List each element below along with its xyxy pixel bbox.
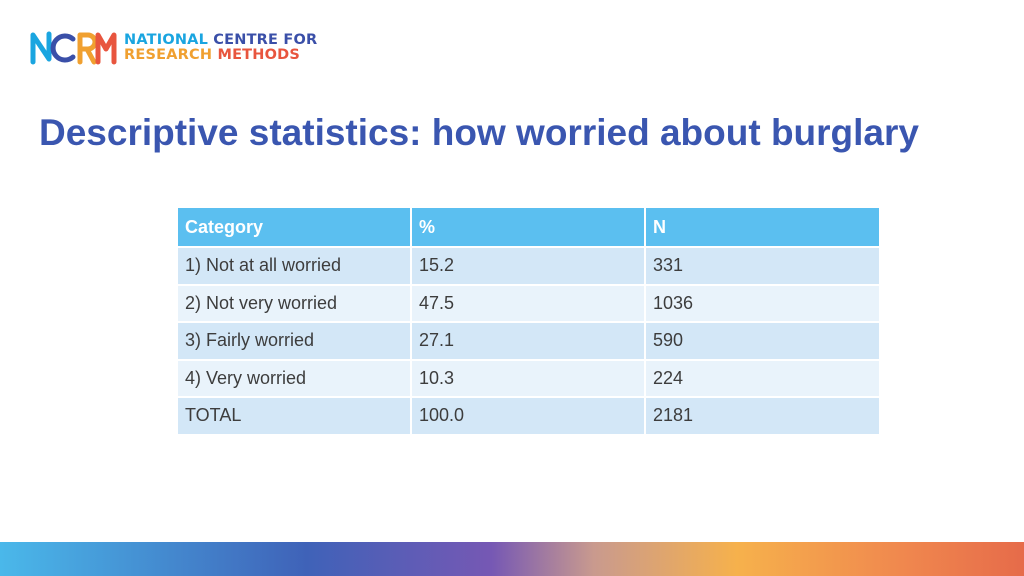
ncrm-logo-text: NATIONAL CENTRE FOR RESEARCH METHODS bbox=[124, 33, 317, 63]
logo-word-research: RESEARCH bbox=[124, 47, 213, 63]
cell-n: 1036 bbox=[644, 283, 881, 323]
ncrm-logo-mark-graphic bbox=[30, 31, 117, 65]
cell-category: 4) Very worried bbox=[176, 358, 412, 398]
cell-category: TOTAL bbox=[176, 396, 412, 436]
header-n: N bbox=[644, 206, 881, 248]
cell-percent: 47.5 bbox=[410, 283, 646, 323]
cell-n: 331 bbox=[644, 246, 881, 286]
ncrm-logo-mark bbox=[30, 31, 118, 65]
cell-percent: 100.0 bbox=[410, 396, 646, 436]
logo-line-1: NATIONAL CENTRE FOR bbox=[124, 33, 317, 48]
logo-line-2: RESEARCH METHODS bbox=[124, 48, 317, 63]
table-row: 3) Fairly worried 27.1 590 bbox=[176, 321, 881, 361]
table-header-row: Category % N bbox=[176, 206, 881, 248]
cell-category: 1) Not at all worried bbox=[176, 246, 412, 286]
statistics-table: Category % N 1) Not at all worried 15.2 … bbox=[176, 206, 881, 436]
bottom-gradient-bar bbox=[0, 542, 1024, 576]
table-row: 4) Very worried 10.3 224 bbox=[176, 358, 881, 398]
table-row: 1) Not at all worried 15.2 331 bbox=[176, 246, 881, 286]
cell-n: 2181 bbox=[644, 396, 881, 436]
cell-category: 3) Fairly worried bbox=[176, 321, 412, 361]
table-row-total: TOTAL 100.0 2181 bbox=[176, 396, 881, 436]
cell-n: 590 bbox=[644, 321, 881, 361]
ncrm-logo: NATIONAL CENTRE FOR RESEARCH METHODS bbox=[30, 28, 317, 68]
logo-word-methods: METHODS bbox=[217, 47, 301, 63]
slide-title: Descriptive statistics: how worried abou… bbox=[39, 112, 919, 153]
header-category: Category bbox=[176, 206, 412, 248]
cell-percent: 10.3 bbox=[410, 358, 646, 398]
logo-word-national: NATIONAL bbox=[124, 32, 209, 48]
cell-percent: 27.1 bbox=[410, 321, 646, 361]
header-percent: % bbox=[410, 206, 646, 248]
logo-word-centre-for: CENTRE FOR bbox=[213, 32, 318, 48]
cell-n: 224 bbox=[644, 358, 881, 398]
cell-category: 2) Not very worried bbox=[176, 283, 412, 323]
table-row: 2) Not very worried 47.5 1036 bbox=[176, 283, 881, 323]
cell-percent: 15.2 bbox=[410, 246, 646, 286]
